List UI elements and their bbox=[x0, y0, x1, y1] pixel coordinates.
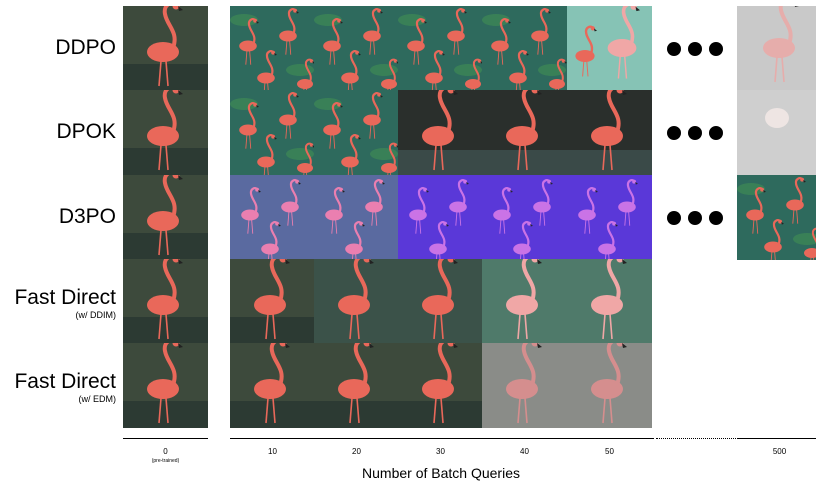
row-label: D3PO bbox=[0, 205, 116, 229]
axis-segment-pretrained bbox=[123, 438, 208, 439]
sample-image bbox=[123, 343, 208, 428]
row-label: DPOK bbox=[0, 120, 116, 144]
tick-label: 20 bbox=[352, 447, 361, 456]
row-label-main: D3PO bbox=[58, 205, 116, 228]
sample-image bbox=[737, 6, 816, 91]
sample-image bbox=[230, 175, 315, 260]
ellipsis-dot bbox=[667, 126, 681, 140]
sample-image bbox=[314, 175, 399, 260]
row-label-main: DDPO bbox=[55, 36, 116, 59]
sample-image bbox=[567, 259, 652, 344]
ellipsis-dot bbox=[709, 211, 723, 225]
tick-label: 30 bbox=[436, 447, 445, 456]
sample-image bbox=[398, 90, 483, 175]
sample-image bbox=[567, 90, 652, 175]
ellipsis-dots bbox=[667, 39, 723, 59]
sample-image bbox=[567, 175, 652, 260]
row-label: Fast Direct (w/ EDM) bbox=[0, 370, 116, 405]
tick-label: 0 bbox=[163, 447, 168, 456]
sample-image bbox=[567, 6, 652, 91]
sample-image bbox=[123, 259, 208, 344]
ellipsis-dot bbox=[667, 42, 681, 56]
sample-image bbox=[482, 90, 567, 175]
sample-image bbox=[398, 343, 483, 428]
sample-image bbox=[314, 259, 399, 344]
row-label-main: Fast Direct bbox=[14, 370, 116, 393]
sample-image bbox=[737, 175, 816, 260]
row-label: Fast Direct (w/ DDIM) bbox=[0, 286, 116, 321]
sample-image bbox=[123, 175, 208, 260]
sample-image bbox=[314, 343, 399, 428]
row-label-sub: (w/ EDM) bbox=[78, 394, 117, 404]
ellipsis-dot bbox=[709, 42, 723, 56]
sample-image bbox=[482, 175, 567, 260]
ellipsis-dot bbox=[688, 211, 702, 225]
ellipsis-dot bbox=[688, 126, 702, 140]
row-label-main: DPOK bbox=[56, 120, 116, 143]
sample-image bbox=[123, 6, 208, 91]
tick-label: 500 bbox=[772, 447, 787, 456]
tick-label: 10 bbox=[268, 447, 277, 456]
sample-image bbox=[230, 6, 315, 91]
axis-segment-main bbox=[230, 438, 654, 439]
sample-image bbox=[230, 259, 315, 344]
sample-image bbox=[567, 343, 652, 428]
axis-segment-final bbox=[737, 438, 816, 439]
sample-image bbox=[398, 6, 483, 91]
row-label-sub: (w/ DDIM) bbox=[75, 310, 117, 320]
ellipsis-dots bbox=[667, 208, 723, 228]
axis-segment-gap bbox=[656, 438, 736, 439]
row-label: DDPO bbox=[0, 36, 116, 60]
sample-image bbox=[230, 343, 315, 428]
tick-label: 40 bbox=[520, 447, 529, 456]
row-label-main: Fast Direct bbox=[14, 286, 116, 309]
sample-image bbox=[314, 6, 399, 91]
ellipsis-dots bbox=[667, 123, 723, 143]
ellipsis-dot bbox=[667, 211, 681, 225]
sample-image bbox=[314, 90, 399, 175]
ellipsis-dot bbox=[688, 42, 702, 56]
sample-image bbox=[398, 259, 483, 344]
sample-image bbox=[398, 175, 483, 260]
tick-label: 50 bbox=[605, 447, 614, 456]
sample-image bbox=[230, 90, 315, 175]
sample-image bbox=[123, 90, 208, 175]
ellipsis-dot bbox=[709, 126, 723, 140]
sample-image bbox=[482, 6, 567, 91]
sample-image bbox=[737, 90, 816, 175]
x-axis-title: Number of Batch Queries bbox=[362, 465, 520, 481]
sample-image bbox=[482, 259, 567, 344]
tick-note-pretrained: (pre-trained) bbox=[151, 458, 180, 464]
sample-image bbox=[482, 343, 567, 428]
